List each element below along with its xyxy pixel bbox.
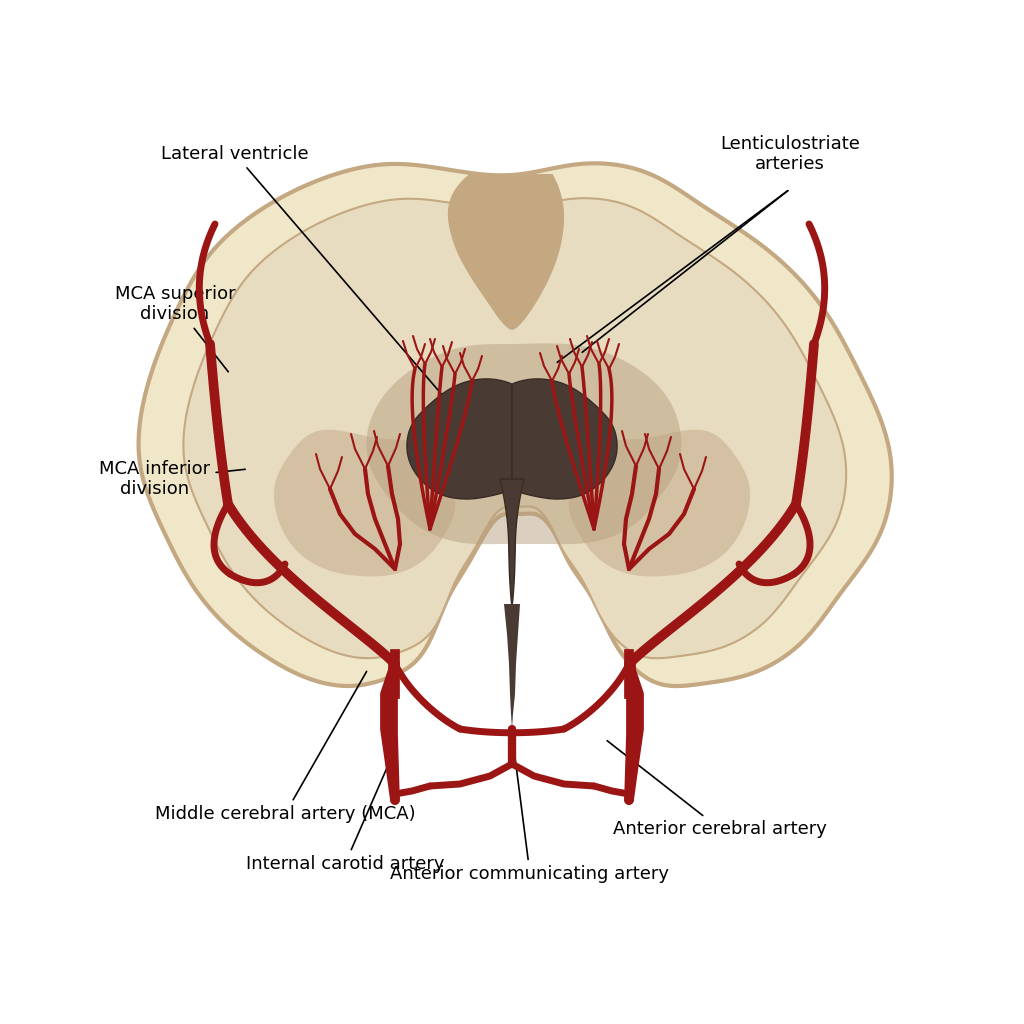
Text: Anterior communicating artery: Anterior communicating artery <box>390 736 670 883</box>
Text: Middle cerebral artery (MCA): Middle cerebral artery (MCA) <box>155 672 416 823</box>
Text: Lenticulostriate
arteries: Lenticulostriate arteries <box>720 134 860 173</box>
Polygon shape <box>449 175 563 329</box>
Text: MCA inferior
division: MCA inferior division <box>99 460 245 499</box>
Text: Anterior cerebral artery: Anterior cerebral artery <box>607 740 827 838</box>
Polygon shape <box>512 379 617 499</box>
Polygon shape <box>367 343 681 544</box>
Polygon shape <box>568 430 751 577</box>
Text: MCA superior
division: MCA superior division <box>115 285 236 372</box>
Text: Lateral ventricle: Lateral ventricle <box>161 145 449 401</box>
Polygon shape <box>273 430 456 577</box>
Text: Internal carotid artery: Internal carotid artery <box>246 757 444 873</box>
Polygon shape <box>407 379 512 499</box>
Polygon shape <box>183 199 846 658</box>
Polygon shape <box>504 604 520 729</box>
Polygon shape <box>138 163 892 686</box>
Polygon shape <box>500 479 524 604</box>
